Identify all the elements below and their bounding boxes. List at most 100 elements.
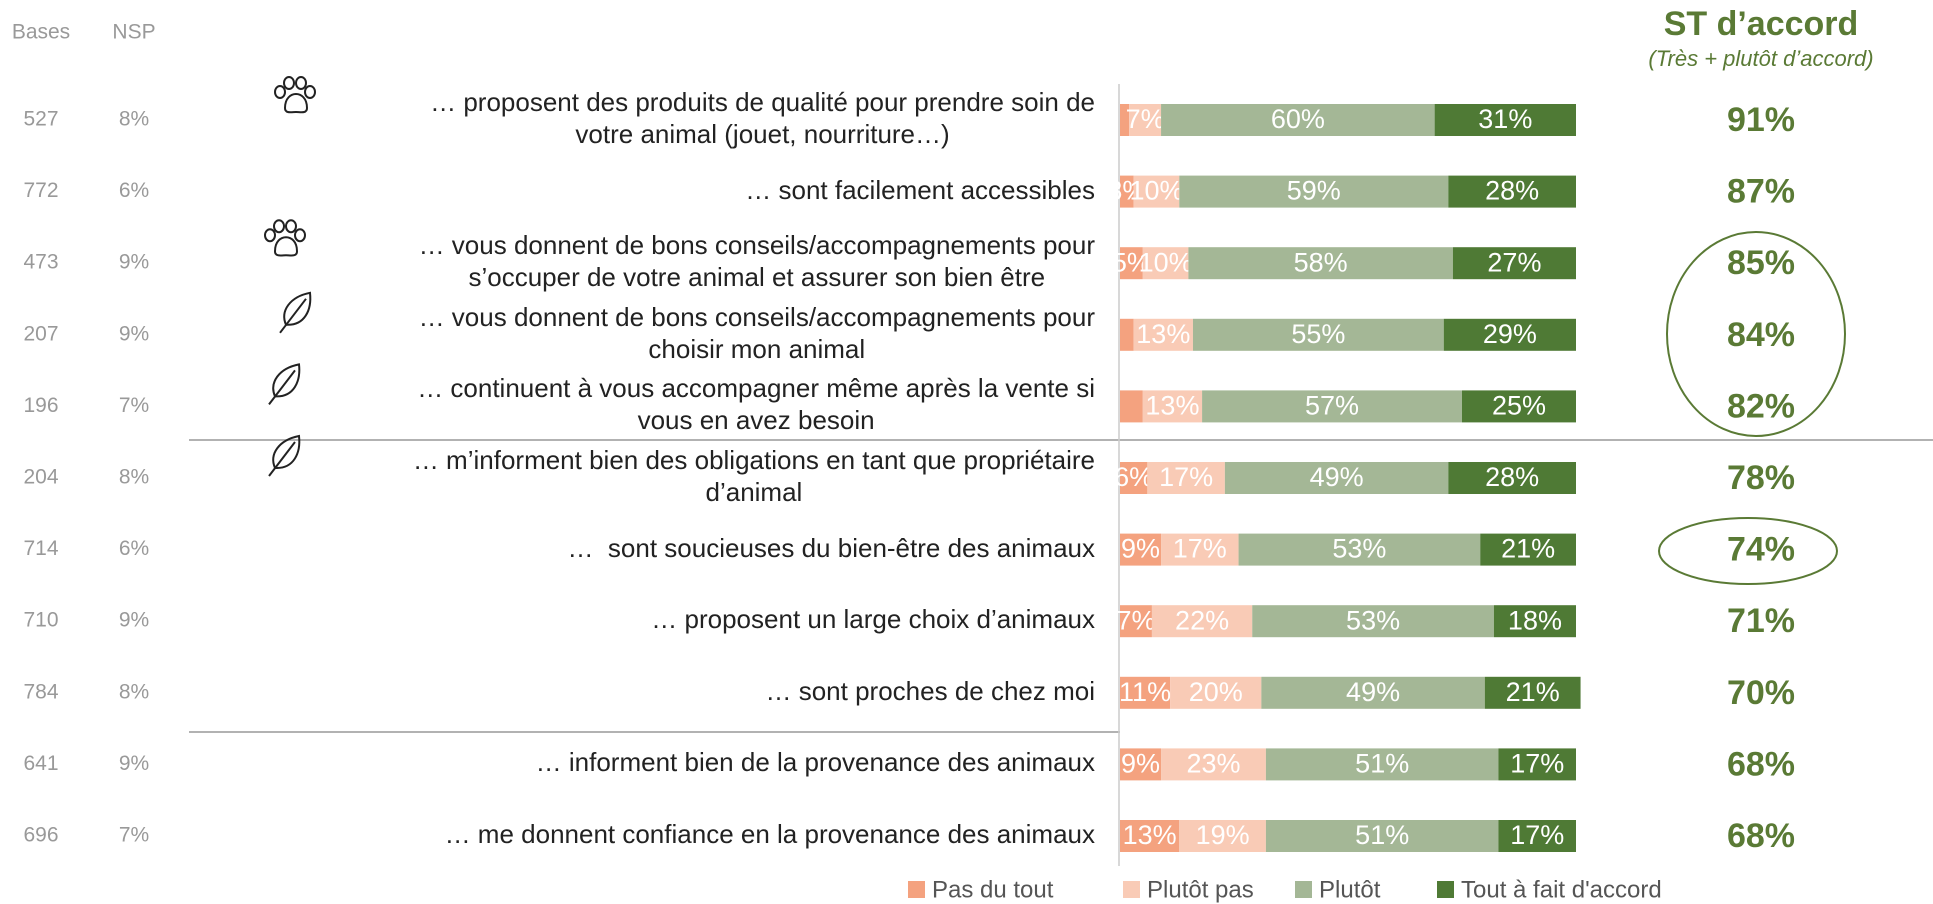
category-label: … vous donnent de bons conseils/accompag… [418, 230, 1095, 293]
bar-value-label: 59% [1287, 176, 1341, 206]
legend-label: Plutôt pas [1147, 876, 1254, 903]
bar-value-label: 51% [1355, 820, 1409, 850]
bar-segment [1493, 605, 1576, 638]
bar-segment [1142, 247, 1189, 280]
st-value: 87% [1727, 173, 1795, 211]
bar-value-label: 55% [1291, 319, 1345, 349]
paw-toe [274, 85, 286, 99]
bar-value-label: 13% [1145, 391, 1199, 421]
bar-segment [1484, 676, 1581, 709]
bar-value-label: 18% [1508, 605, 1562, 635]
bases-value: 527 [23, 108, 58, 131]
bar-segment [1120, 318, 1134, 351]
highlight-circle [1658, 517, 1838, 585]
bases-value: 784 [23, 680, 58, 703]
nsp-value: 7% [119, 824, 149, 847]
bar-segment [1192, 318, 1444, 351]
bar-segment [1448, 462, 1576, 494]
bar-segment [1188, 247, 1453, 280]
paw-toe [294, 228, 306, 243]
nsp-value: 8% [119, 466, 149, 489]
nsp-value: 9% [119, 322, 149, 345]
paw-toe [295, 76, 307, 90]
bar-value-label: 19% [1196, 820, 1250, 850]
nsp-header: NSP [112, 21, 155, 44]
legend-swatch [1295, 881, 1312, 898]
bar-segment [1261, 676, 1485, 709]
paw-icon [274, 76, 316, 114]
bar-segment [1202, 390, 1462, 423]
bar-segment [1448, 175, 1576, 208]
bar-segment [1120, 676, 1171, 709]
st-value: 71% [1727, 602, 1795, 640]
bar-segment [1452, 247, 1576, 280]
st-value: 70% [1727, 674, 1795, 712]
bar-segment [1161, 748, 1266, 781]
category-label: … proposent des produits de qualité pour… [430, 87, 1095, 149]
category-label: … proposent un large choix d’animaux [651, 604, 1095, 635]
category-label: … continuent à vous accompagner même apr… [417, 373, 1095, 436]
paw-toe [273, 219, 285, 234]
category-label: … vous donnent de bons conseils/accompag… [418, 301, 1095, 364]
bases-header: Bases [12, 21, 70, 44]
bar-segment [1120, 748, 1162, 781]
bar-value-label: 13% [1136, 319, 1190, 349]
paw-pad [283, 92, 309, 114]
bar-segment [1133, 318, 1193, 351]
legend-swatch [1437, 881, 1454, 898]
legend-label: Tout à fait d'accord [1461, 876, 1662, 903]
bar-segment [1434, 104, 1576, 136]
bar-value-label: 22% [1175, 605, 1229, 635]
paw-toe [264, 228, 276, 243]
bar-value-label: 53% [1332, 534, 1386, 564]
nsp-value: 8% [119, 108, 149, 131]
leaf-shape [272, 434, 301, 469]
leaf-stem [268, 441, 296, 477]
bar-value-label: 60% [1271, 104, 1325, 134]
st-value: 78% [1727, 459, 1795, 497]
leaf-stem [279, 298, 307, 334]
bar-value-label: 13% [1123, 820, 1177, 850]
bar-value-label: 53% [1346, 605, 1400, 635]
nsp-value: 6% [119, 179, 149, 202]
bar-segment [1462, 390, 1576, 423]
bar-segment [1498, 748, 1576, 781]
bases-value: 714 [23, 537, 58, 560]
nsp-value: 8% [119, 680, 149, 703]
bar-value-label: 7% [1116, 605, 1155, 635]
leaf-shape [283, 291, 312, 326]
bar-value-label: 49% [1346, 677, 1400, 707]
bar-value-label: 27% [1487, 247, 1541, 277]
st-value: 85% [1727, 244, 1795, 282]
bar-segment [1265, 820, 1499, 852]
bases-value: 772 [23, 179, 58, 202]
leaf-icon [268, 434, 301, 477]
bar-value-label: 17% [1159, 462, 1213, 492]
bar-value-label: 28% [1485, 176, 1539, 206]
st-subheader: (Très + plutôt d’accord) [1648, 46, 1873, 71]
bar-segment [1498, 820, 1576, 852]
leaf-icon [268, 363, 301, 406]
legend-label: Plutôt [1319, 876, 1381, 903]
nsp-value: 9% [119, 251, 149, 274]
bar-value-label: 31% [1478, 104, 1532, 134]
bar-value-label: 28% [1485, 462, 1539, 492]
bar-segment [1120, 104, 1130, 136]
bar-value-label: 57% [1305, 391, 1359, 421]
st-value: 68% [1727, 745, 1795, 783]
bar-value-label: 17% [1173, 534, 1227, 564]
bases-value: 204 [23, 466, 58, 489]
highlight-circle [1666, 231, 1846, 437]
bases-value: 473 [23, 251, 58, 274]
bar-value-label: 10% [1129, 176, 1183, 206]
bar-value-label: 9% [1121, 534, 1160, 564]
bar-value-label: 58% [1294, 247, 1348, 277]
st-value: 68% [1727, 817, 1795, 855]
bar-value-label: 23% [1186, 749, 1240, 779]
paw-toe [285, 219, 297, 234]
st-value: 82% [1727, 387, 1795, 425]
paw-toe [304, 85, 316, 99]
category-label: … informent bien de la provenance des an… [535, 747, 1095, 778]
paw-toe [283, 76, 295, 90]
